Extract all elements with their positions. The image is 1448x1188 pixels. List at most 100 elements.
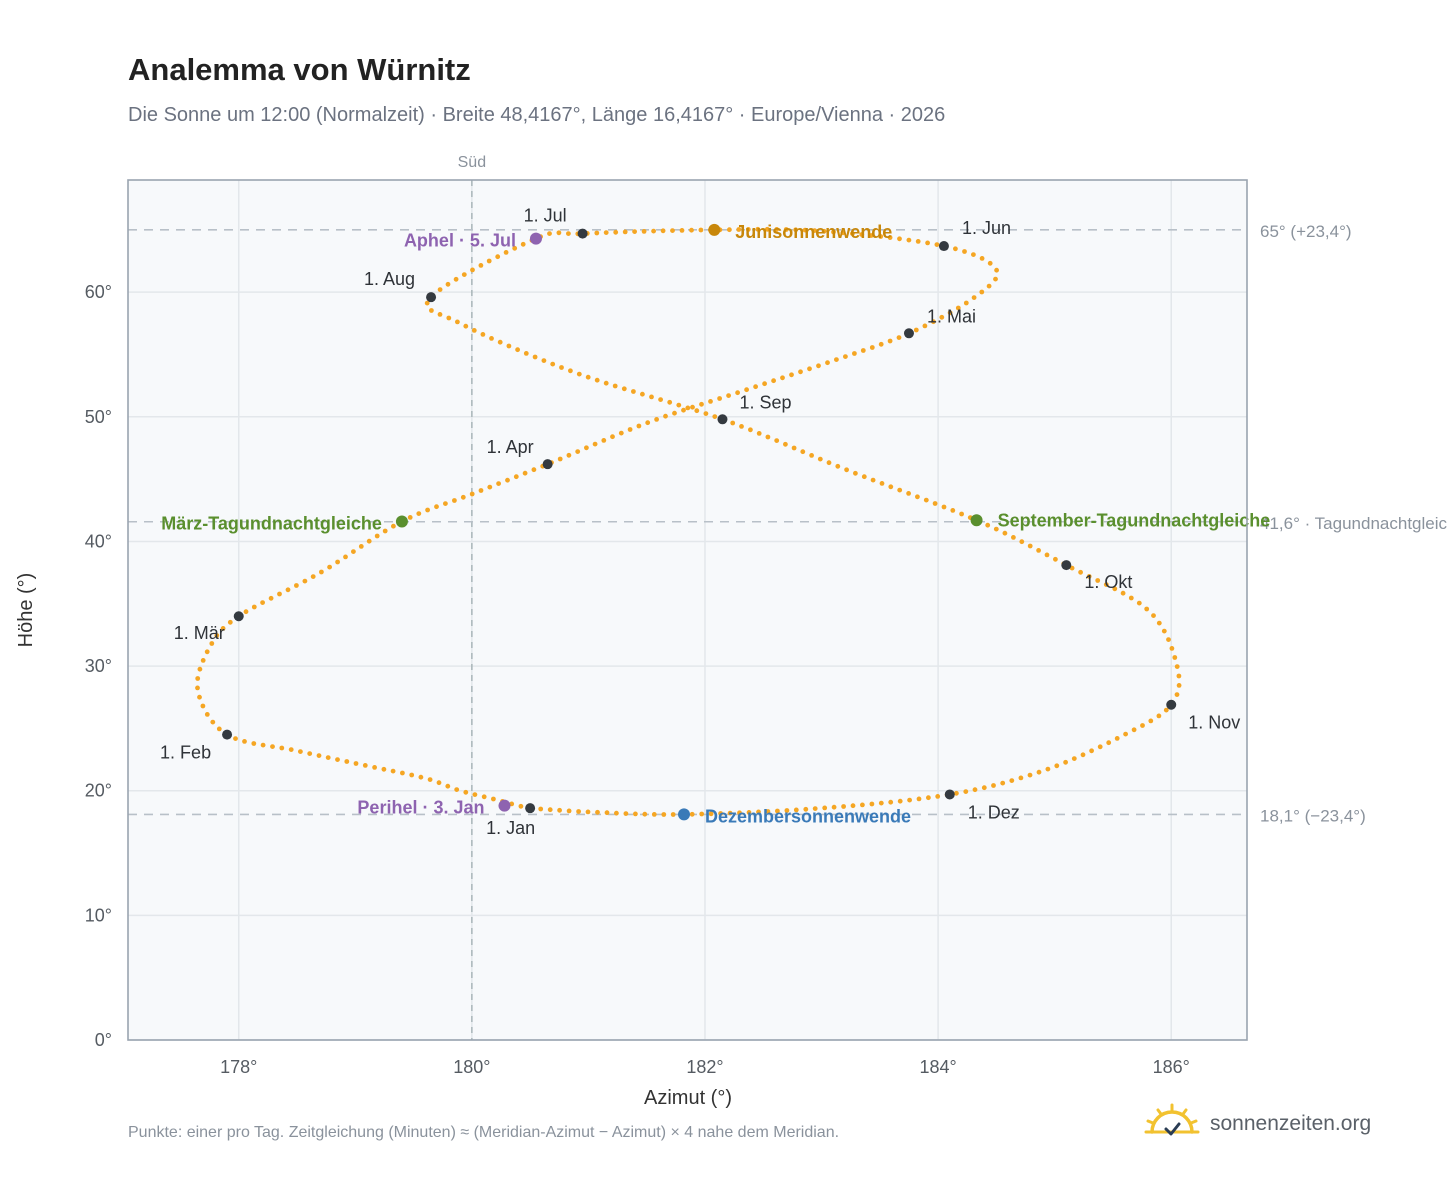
daily-sun-point <box>1140 723 1145 728</box>
daily-sun-point <box>888 799 894 805</box>
daily-sun-point <box>1045 766 1051 772</box>
daily-sun-point <box>817 456 823 462</box>
daily-sun-point <box>843 354 848 359</box>
y-tick-label: 20° <box>85 781 112 801</box>
daily-sun-point <box>200 703 206 709</box>
daily-sun-point <box>489 336 494 341</box>
daily-sun-point <box>676 402 682 408</box>
daily-sun-point <box>755 226 761 232</box>
daily-sun-point <box>503 250 509 255</box>
daily-sun-point <box>764 226 770 232</box>
daily-sun-point <box>932 501 938 506</box>
daily-sun-point <box>495 254 501 260</box>
y-tick-label: 30° <box>85 656 112 676</box>
daily-sun-point <box>1089 748 1094 754</box>
daily-sun-point <box>627 427 633 432</box>
plot-background <box>128 180 1247 1040</box>
reference-line-label: 18,1° (−23,4°) <box>1260 806 1366 825</box>
daily-sun-point <box>753 384 758 390</box>
daily-sun-point <box>1053 556 1058 562</box>
daily-sun-point <box>209 641 215 646</box>
month-marker <box>938 241 949 252</box>
daily-sun-point <box>506 343 512 349</box>
daily-sun-point <box>840 230 846 236</box>
daily-sun-point <box>518 803 524 809</box>
daily-sun-point <box>455 319 460 325</box>
event-marker <box>970 514 983 527</box>
daily-sun-point <box>556 230 562 236</box>
daily-sun-point <box>739 424 744 429</box>
daily-sun-point <box>1011 535 1016 540</box>
daily-sun-point <box>307 751 313 756</box>
daily-sun-point <box>195 685 200 691</box>
month-markers: 1. Jan 1. Feb 1. Mär 1. Apr 1. Mai 1. Jun 1. J… <box>160 206 1240 839</box>
daily-sun-point <box>994 267 999 273</box>
daily-sun-point <box>931 319 936 325</box>
daily-sun-point <box>636 423 642 429</box>
x-tick-label: 180° <box>453 1057 490 1077</box>
event-label: September-Tagundnachtgleiche <box>998 510 1271 530</box>
daily-sun-point <box>210 719 216 725</box>
daily-sun-point <box>1019 539 1025 545</box>
month-marker <box>903 328 914 339</box>
chart-subtitle: Die Sonne um 12:00 (Normalzeit) · Breite… <box>128 104 946 126</box>
daily-sun-point <box>1161 628 1167 634</box>
daily-sun-point <box>302 578 308 584</box>
daily-sun-point <box>568 368 573 374</box>
daily-sun-point <box>381 766 387 772</box>
daily-sun-point <box>557 807 562 813</box>
daily-sun-point <box>645 420 651 426</box>
daily-sun-point <box>681 407 686 413</box>
daily-sun-point <box>1166 637 1171 642</box>
daily-sun-point <box>1078 569 1083 575</box>
daily-sun-point <box>987 260 993 266</box>
event-label: Aphel · 5. Jul <box>404 231 516 251</box>
daily-sun-point <box>1156 620 1162 626</box>
daily-sun-point <box>1086 574 1092 579</box>
daily-sun-point <box>335 559 340 565</box>
month-marker <box>426 292 437 303</box>
daily-sun-point <box>603 230 609 236</box>
daily-sun-point <box>325 755 331 760</box>
daily-sun-point <box>979 289 985 295</box>
daily-sun-point <box>463 323 469 329</box>
daily-sun-point <box>1174 664 1180 669</box>
daily-sun-point <box>1036 548 1041 553</box>
daily-sun-point <box>343 554 348 560</box>
daily-sun-point <box>802 227 808 233</box>
daily-sun-point <box>425 507 430 513</box>
daily-sun-point <box>453 276 459 282</box>
daily-sun-point <box>424 300 430 306</box>
daily-sun-point <box>512 245 518 251</box>
daily-sun-point <box>897 236 902 242</box>
daily-sun-point <box>1044 552 1050 558</box>
daily-sun-point <box>1128 595 1134 601</box>
daily-sun-point <box>979 256 985 261</box>
daily-sun-point <box>826 460 832 466</box>
daily-sun-point <box>649 394 654 400</box>
brand-logo[interactable]: sonnenzeiten.org <box>1144 1100 1371 1148</box>
daily-sun-point <box>860 348 866 353</box>
daily-sun-point <box>454 787 460 792</box>
event-label: Perihel · 3. Jan <box>357 798 484 818</box>
daily-sun-point <box>822 805 828 811</box>
daily-sun-point <box>1112 586 1118 592</box>
daily-sun-point <box>310 574 316 579</box>
daily-sun-point <box>670 812 676 817</box>
daily-sun-point <box>690 404 695 410</box>
daily-sun-point <box>897 798 903 804</box>
daily-sun-point <box>756 809 761 815</box>
daily-sun-point <box>1071 756 1077 761</box>
daily-sun-point <box>868 233 874 238</box>
daily-sun-point <box>923 497 929 503</box>
daily-sun-point <box>585 374 591 380</box>
daily-sun-point <box>887 235 893 241</box>
daily-sun-point <box>509 801 515 807</box>
daily-sun-point <box>251 741 257 746</box>
daily-sun-point <box>1123 731 1128 737</box>
daily-sun-point <box>672 410 677 416</box>
daily-sun-point <box>878 800 884 806</box>
daily-sun-point <box>294 583 299 588</box>
daily-sun-point <box>737 810 742 816</box>
daily-sun-point <box>618 430 624 436</box>
